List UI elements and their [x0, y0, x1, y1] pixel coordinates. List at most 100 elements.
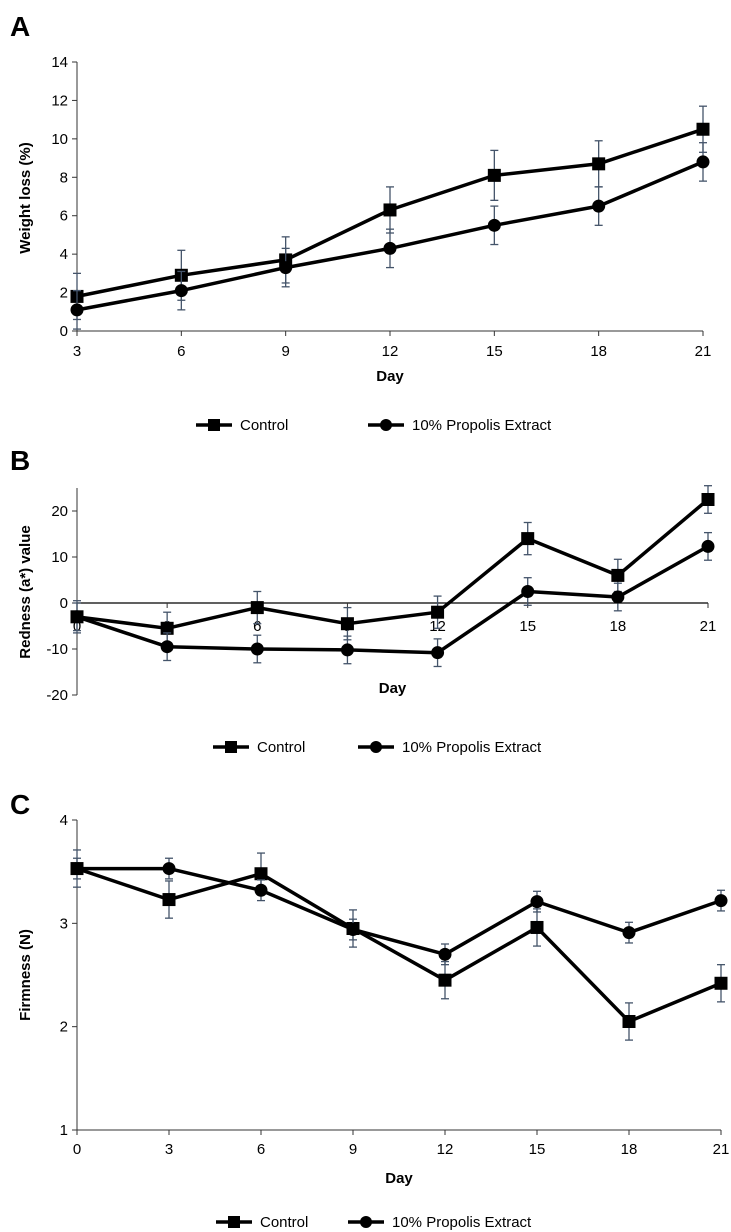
legend: Control 10% Propolis Extract [216, 1214, 532, 1231]
x-tick-label: 15 [529, 1141, 546, 1158]
y-tick-label: 4 [60, 812, 68, 829]
data-point-square [611, 568, 625, 582]
panel-letter: B [10, 445, 30, 476]
panel-letter: C [10, 789, 30, 820]
x-tick-label: 6 [177, 343, 185, 360]
series-control [70, 105, 710, 321]
data-point-circle [174, 284, 188, 298]
x-tick-label: 3 [73, 343, 81, 360]
legend-marker-circle [380, 419, 392, 431]
data-point-circle [530, 895, 544, 909]
y-tick-label: 14 [51, 54, 68, 71]
data-point-circle [696, 155, 710, 169]
legend-label-control: Control [257, 739, 305, 756]
series-propolis [70, 142, 710, 330]
y-tick-label: 2 [60, 1019, 68, 1036]
series-line [76, 544, 709, 655]
data-point-circle [162, 862, 176, 876]
series-line [77, 866, 722, 957]
data-point-circle [279, 261, 293, 275]
legend-label-control: Control [260, 1214, 308, 1231]
data-point-square [250, 601, 264, 615]
data-point-circle [622, 926, 636, 940]
data-point-circle [254, 883, 268, 897]
x-tick-label: 6 [257, 1141, 265, 1158]
x-tick-label: 9 [281, 343, 289, 360]
data-point-circle [611, 590, 625, 604]
series-line [76, 498, 710, 631]
x-tick-label: 15 [519, 618, 536, 635]
x-tick-label: 12 [382, 343, 399, 360]
panel-a: A 0 2 4 6 8 10 12 14 3 6 9 12 15 18 21 Day Weight loss (%… [10, 11, 711, 434]
panel-letter: A [10, 11, 30, 42]
y-tick-label: 8 [60, 169, 68, 186]
y-tick-label: 0 [60, 323, 68, 340]
legend-marker-square [208, 419, 220, 431]
data-point-circle [346, 923, 360, 937]
x-tick-label: 18 [590, 343, 607, 360]
legend-marker-square [225, 741, 237, 753]
x-tick-label: 3 [165, 1141, 173, 1158]
data-point-square [701, 493, 715, 506]
x-tick-label: 12 [437, 1141, 454, 1158]
x-tick-label: 21 [713, 1141, 730, 1158]
data-point-circle [701, 539, 715, 553]
data-point-square [162, 893, 176, 907]
data-point-square [438, 973, 452, 987]
data-point-square [254, 867, 268, 881]
y-tick-label: 3 [60, 915, 68, 932]
x-axis-title: Day [379, 680, 407, 697]
x-tick-label: 0 [73, 1141, 81, 1158]
data-point-square [592, 157, 606, 171]
data-point-circle [70, 862, 84, 876]
y-axis-title: Firmness (N) [17, 929, 34, 1021]
series-propolis [70, 531, 715, 668]
data-point-circle [438, 947, 452, 961]
y-tick-label: 4 [60, 246, 68, 263]
y-tick-label: 1 [60, 1122, 68, 1139]
legend-label-control: Control [240, 417, 288, 434]
y-tick-label: 12 [51, 92, 68, 109]
y-tick-label: 20 [51, 503, 68, 520]
y-tick-label: 10 [51, 131, 68, 148]
x-tick-label: 21 [700, 618, 717, 635]
data-point-square [696, 122, 710, 136]
data-point-circle [160, 640, 174, 654]
y-tick-label: 10 [51, 549, 68, 566]
y-axis-title: Weight loss (%) [17, 142, 34, 253]
legend: Control 10% Propolis Extract [196, 417, 552, 434]
y-tick-label: -20 [46, 687, 68, 704]
y-tick-label: 2 [60, 285, 68, 302]
legend: Control 10% Propolis Extract [213, 739, 542, 756]
data-point-circle [487, 218, 501, 232]
data-point-square [530, 920, 544, 934]
data-point-square [487, 168, 501, 182]
legend-marker-circle [370, 741, 382, 753]
x-tick-label: 18 [621, 1141, 638, 1158]
x-tick-label: 21 [695, 343, 712, 360]
x-tick-label: 15 [486, 343, 503, 360]
panel-b: B-20-1001020036912151821DayRedness (a*) … [10, 445, 716, 756]
x-tick-label: 6 [253, 618, 261, 635]
data-point-circle [250, 642, 264, 656]
legend-marker-square [228, 1216, 240, 1228]
y-tick-label: 6 [60, 208, 68, 225]
x-tick-label: 9 [349, 1141, 357, 1158]
data-point-circle [70, 610, 84, 624]
y-axis-title: Redness (a*) value [17, 525, 34, 658]
data-point-square [431, 605, 445, 619]
data-point-square [714, 976, 728, 990]
x-axis-title: Day [385, 1170, 413, 1187]
legend-label-propolis: 10% Propolis Extract [402, 739, 542, 756]
data-point-square [521, 532, 535, 546]
data-point-circle [70, 303, 84, 317]
data-point-circle [340, 643, 354, 657]
data-point-circle [431, 646, 445, 660]
data-point-circle [714, 894, 728, 908]
data-point-circle [592, 199, 606, 213]
x-axis-title: Day [376, 368, 404, 385]
data-point-circle [383, 241, 397, 255]
data-point-square [340, 617, 354, 631]
